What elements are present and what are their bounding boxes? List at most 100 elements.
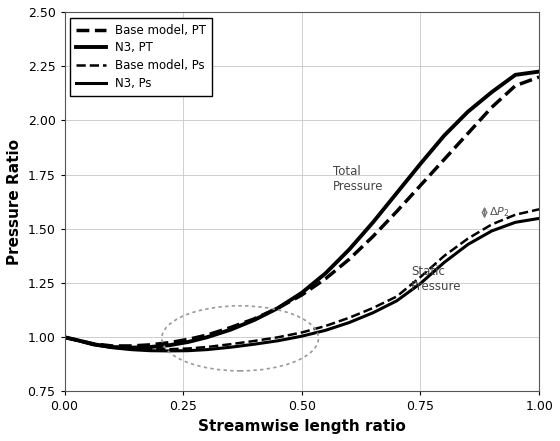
Base model, Ps bbox=[61, 335, 68, 340]
Legend: Base model, PT, N3, PT, Base model, Ps, N3, Ps: Base model, PT, N3, PT, Base model, Ps, … bbox=[71, 18, 212, 96]
Base model, PT bbox=[512, 83, 519, 88]
Base model, Ps bbox=[370, 305, 376, 310]
Base model, PT bbox=[251, 316, 258, 321]
Base model, PT bbox=[227, 325, 234, 330]
Line: Base model, PT: Base model, PT bbox=[64, 77, 539, 346]
Base model, Ps bbox=[465, 236, 472, 241]
Base model, Ps bbox=[90, 341, 96, 347]
Base model, Ps bbox=[393, 294, 400, 299]
Base model, Ps bbox=[488, 222, 495, 227]
N3, PT bbox=[203, 335, 210, 340]
N3, PT bbox=[166, 343, 172, 348]
N3, PT bbox=[227, 327, 234, 333]
N3, PT bbox=[61, 335, 68, 340]
Base model, PT bbox=[298, 292, 305, 298]
N3, Ps bbox=[346, 320, 353, 325]
N3, PT bbox=[536, 69, 543, 74]
Base model, Ps bbox=[147, 347, 153, 352]
N3, PT bbox=[465, 109, 472, 114]
N3, Ps bbox=[128, 347, 134, 352]
Base model, PT bbox=[370, 234, 376, 239]
N3, PT bbox=[185, 340, 192, 345]
Base model, Ps bbox=[109, 344, 115, 350]
N3, Ps bbox=[370, 310, 376, 315]
N3, PT bbox=[441, 133, 447, 138]
N3, Ps bbox=[185, 348, 192, 353]
Base model, Ps bbox=[346, 315, 353, 320]
X-axis label: Streamwise length ratio: Streamwise length ratio bbox=[198, 419, 405, 434]
Base model, Ps bbox=[441, 253, 447, 258]
Line: N3, PT: N3, PT bbox=[64, 71, 539, 348]
N3, PT bbox=[251, 317, 258, 322]
Base model, PT bbox=[147, 342, 153, 348]
N3, Ps bbox=[441, 260, 447, 265]
N3, PT bbox=[370, 220, 376, 225]
Base model, PT bbox=[441, 157, 447, 162]
N3, PT bbox=[417, 161, 424, 166]
Line: Base model, Ps: Base model, Ps bbox=[64, 209, 539, 349]
Base model, Ps bbox=[166, 347, 172, 352]
N3, Ps bbox=[227, 344, 234, 350]
Base model, Ps bbox=[203, 344, 210, 350]
N3, Ps bbox=[512, 220, 519, 225]
Base model, PT bbox=[166, 340, 172, 345]
Base model, PT bbox=[275, 305, 282, 310]
N3, Ps bbox=[298, 333, 305, 339]
Base model, PT bbox=[322, 276, 329, 281]
N3, Ps bbox=[488, 228, 495, 234]
N3, PT bbox=[147, 344, 153, 350]
N3, Ps bbox=[465, 242, 472, 247]
Base model, PT bbox=[90, 341, 96, 347]
N3, Ps bbox=[166, 348, 172, 354]
Base model, Ps bbox=[227, 341, 234, 347]
Base model, PT bbox=[203, 333, 210, 338]
Base model, Ps bbox=[512, 212, 519, 217]
Base model, PT bbox=[393, 209, 400, 214]
Base model, Ps bbox=[76, 338, 82, 343]
N3, PT bbox=[298, 290, 305, 295]
N3, Ps bbox=[61, 335, 68, 340]
Base model, Ps bbox=[185, 346, 192, 351]
Base model, PT bbox=[185, 337, 192, 342]
N3, Ps bbox=[536, 216, 543, 221]
Base model, PT bbox=[76, 338, 82, 343]
N3, PT bbox=[90, 341, 96, 347]
Text: Static
Pressure: Static Pressure bbox=[411, 265, 461, 293]
Base model, PT bbox=[128, 343, 134, 348]
Line: N3, Ps: N3, Ps bbox=[64, 218, 539, 351]
Base model, Ps bbox=[298, 330, 305, 335]
Text: Total
Pressure: Total Pressure bbox=[333, 165, 383, 193]
Base model, Ps bbox=[128, 346, 134, 351]
Base model, PT bbox=[417, 183, 424, 188]
Base model, Ps bbox=[275, 335, 282, 340]
Base model, PT bbox=[109, 343, 115, 348]
N3, PT bbox=[128, 345, 134, 350]
N3, Ps bbox=[275, 338, 282, 344]
Base model, PT bbox=[346, 257, 353, 262]
N3, Ps bbox=[76, 338, 82, 344]
Base model, PT bbox=[465, 131, 472, 136]
N3, PT bbox=[512, 72, 519, 78]
Base model, PT bbox=[61, 335, 68, 340]
N3, PT bbox=[322, 271, 329, 276]
Text: $\Delta P_2$: $\Delta P_2$ bbox=[489, 206, 510, 220]
N3, Ps bbox=[90, 342, 96, 347]
N3, PT bbox=[488, 90, 495, 95]
Base model, Ps bbox=[536, 207, 543, 212]
N3, Ps bbox=[417, 281, 424, 286]
N3, Ps bbox=[322, 328, 329, 333]
Base model, Ps bbox=[417, 274, 424, 280]
N3, Ps bbox=[393, 298, 400, 303]
N3, PT bbox=[346, 247, 353, 252]
N3, Ps bbox=[109, 345, 115, 350]
N3, Ps bbox=[251, 341, 258, 347]
Base model, Ps bbox=[251, 338, 258, 344]
Base model, PT bbox=[488, 105, 495, 110]
N3, PT bbox=[109, 344, 115, 350]
N3, Ps bbox=[147, 348, 153, 353]
N3, PT bbox=[76, 338, 82, 343]
N3, Ps bbox=[203, 347, 210, 352]
Base model, PT bbox=[536, 75, 543, 80]
Base model, Ps bbox=[322, 323, 329, 329]
N3, PT bbox=[275, 305, 282, 310]
